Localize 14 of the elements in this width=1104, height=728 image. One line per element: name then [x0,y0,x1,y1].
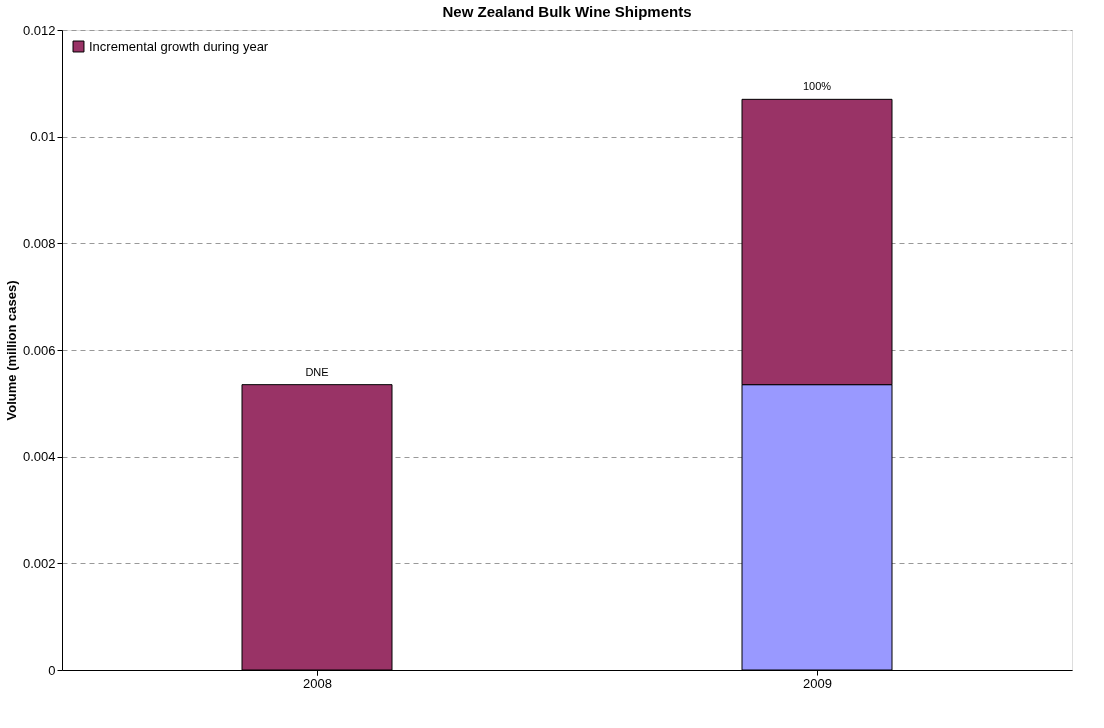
x-tick-label: 2009 [803,675,832,691]
y-axis-title: Volume (million cases) [3,280,19,421]
chart-title: New Zealand Bulk Wine Shipments [442,3,692,20]
x-tick-label: 2008 [303,675,332,691]
y-tick-label: 0.01 [30,129,56,145]
y-tick-label: 0.004 [22,449,56,465]
annotation: 100% [802,80,832,93]
y-tick-label: 0.002 [22,555,56,571]
y-tick-label: 0.008 [22,235,56,251]
y-tick-label: 0 [48,662,56,678]
legend-label: Incremental growth during year [89,38,269,54]
y-tick-label: 0.006 [22,342,56,358]
annotation: DNE [305,365,329,378]
y-tick-label: 0.012 [22,22,56,38]
